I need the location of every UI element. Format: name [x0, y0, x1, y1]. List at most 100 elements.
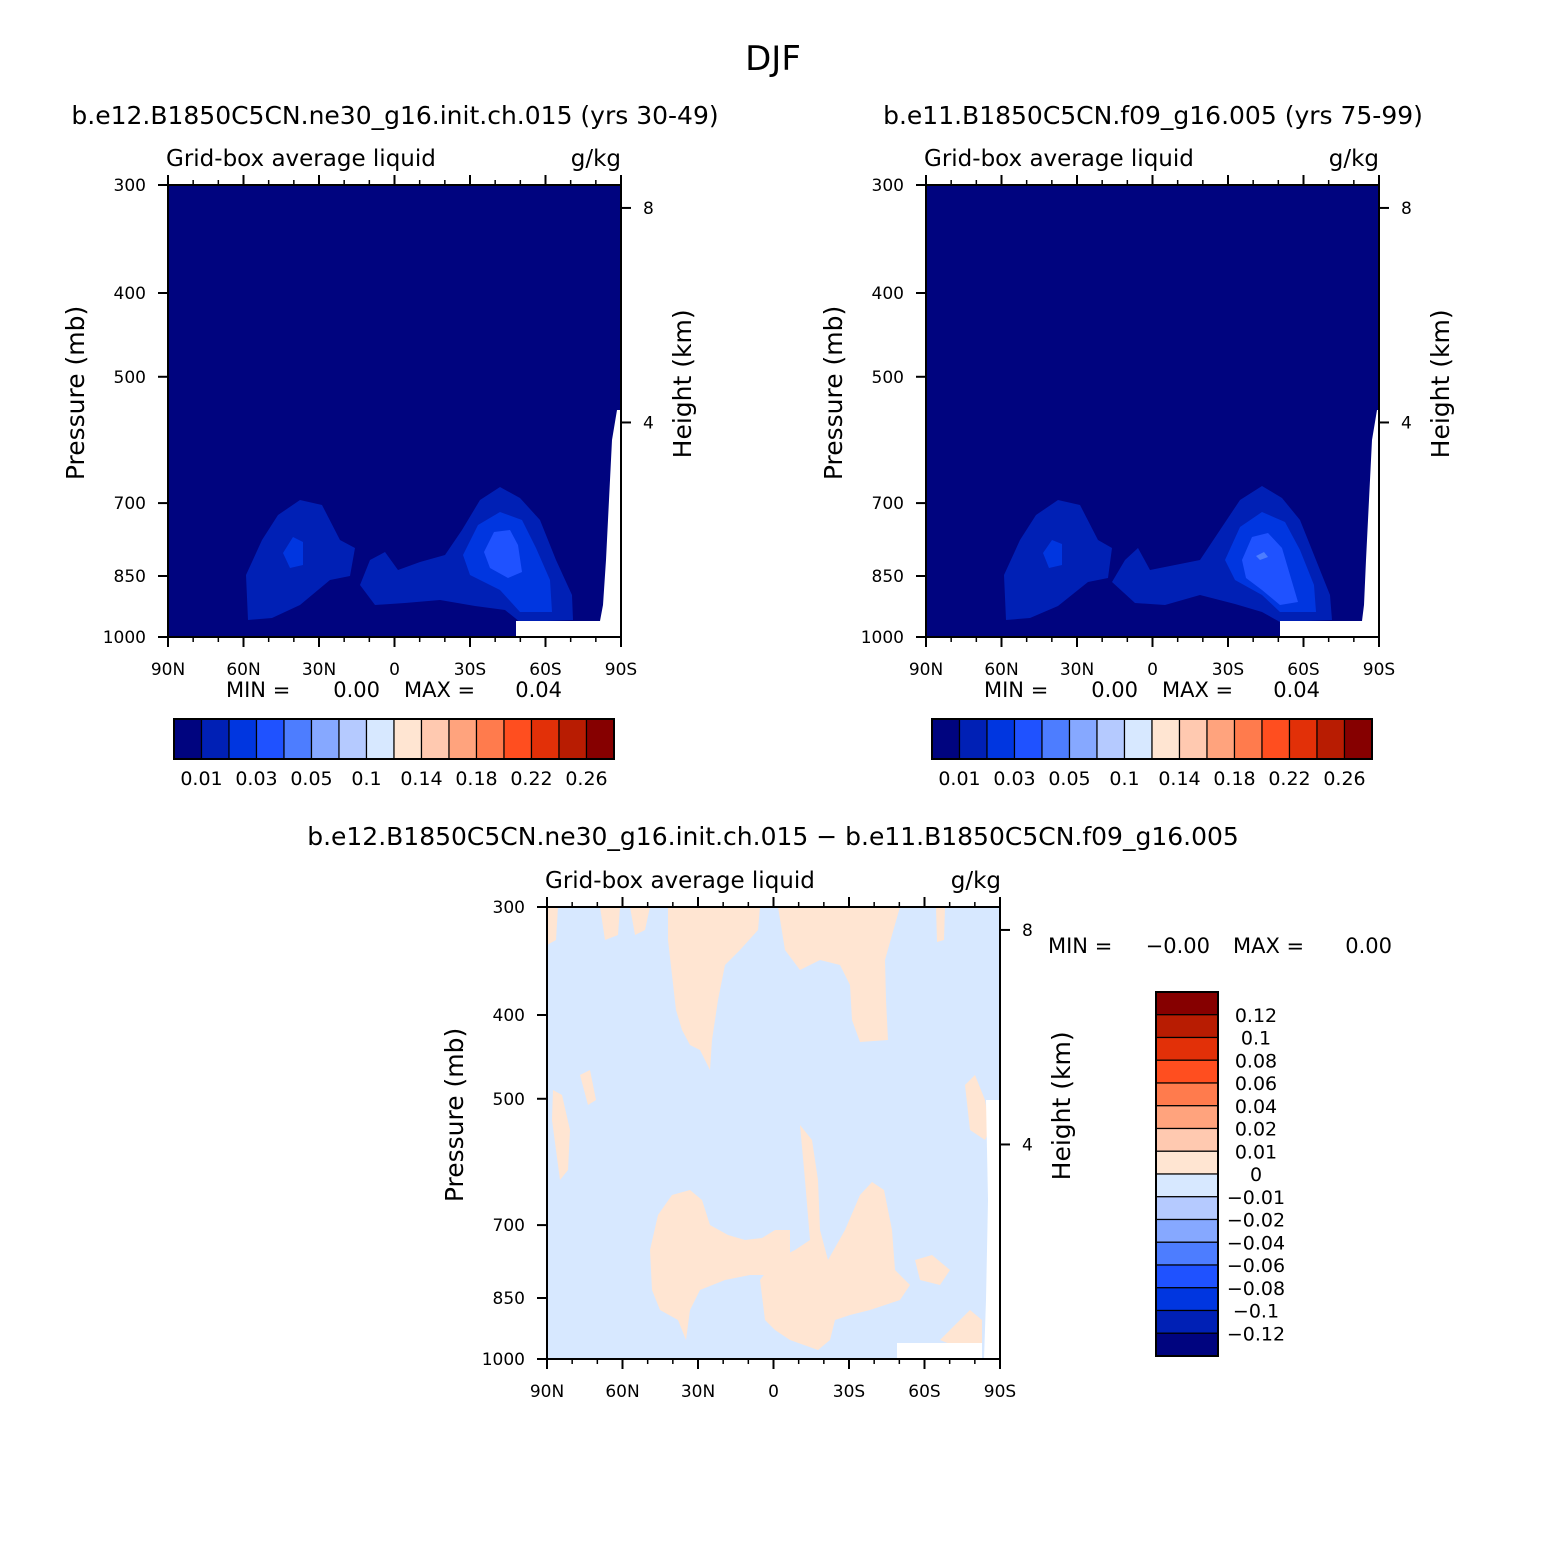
- colorbar-box: [1068, 718, 1098, 760]
- colorbar-box: [1178, 718, 1208, 760]
- colorbar-label: −0.04: [1227, 1232, 1285, 1254]
- colorbar-label: 0.1: [1109, 768, 1139, 790]
- x-tick-label: 60N: [605, 1382, 639, 1402]
- field-positive-lower-nh: [650, 1190, 790, 1340]
- colorbar-label: 0.01: [180, 768, 222, 790]
- colorbar-label: 0.03: [235, 768, 277, 790]
- colorbar-label: 0.03: [993, 768, 1035, 790]
- panel-left-max-label: MAX =: [404, 678, 475, 702]
- y-right-axis-title: Height (km): [1426, 309, 1455, 458]
- panel-right-max-label: MAX =: [1162, 678, 1233, 702]
- y-right-tick-label: 8: [1401, 199, 1412, 219]
- colorbar-label: −0.12: [1227, 1323, 1285, 1345]
- x-tick-label: 0: [389, 660, 400, 680]
- colorbar-box: [338, 718, 368, 760]
- colorbar-box: [1155, 1309, 1219, 1334]
- panel-right-units: g/kg: [1329, 146, 1379, 172]
- y-right-tick-label: 8: [1022, 921, 1033, 941]
- colorbar-box: [1155, 1082, 1219, 1107]
- colorbar-box: [1233, 718, 1263, 760]
- colorbar-label: 0.26: [1323, 768, 1365, 790]
- y-tick-label: 700: [114, 494, 146, 514]
- colorbar-label: −0.01: [1227, 1187, 1285, 1209]
- colorbar-box: [228, 718, 258, 760]
- panel-left-title: b.e12.B1850C5CN.ne30_g16.init.ch.015 (yr…: [71, 101, 718, 130]
- colorbar-box: [1123, 718, 1153, 760]
- colorbar-box: [1096, 718, 1126, 760]
- y-tick-label: 1000: [103, 628, 146, 648]
- panel-right-axes: 90N 60N 30N 0 30S 60S 90S 300 400 500 700 850 1000 8 4…: [819, 175, 1455, 680]
- colorbar-box: [1155, 1014, 1219, 1039]
- panel-right-title: b.e11.B1850C5CN.f09_g16.005 (yrs 75-99): [883, 101, 1423, 130]
- colorbar-box: [173, 718, 203, 760]
- field-positive-top-c: [936, 907, 945, 942]
- field-missing-edge: [984, 1100, 1000, 1359]
- colorbar-label: 0.01: [1235, 1141, 1277, 1163]
- colorbar-box: [448, 718, 478, 760]
- panel-diff-field: [547, 907, 1000, 1359]
- field-missing-surface: [516, 410, 621, 637]
- x-tick-label: 30N: [681, 1382, 715, 1402]
- colorbar-box: [1155, 1218, 1219, 1243]
- colorbar-box: [200, 718, 230, 760]
- y-tick-label: 300: [872, 176, 904, 196]
- colorbar-box: [931, 718, 961, 760]
- y-tick-label: 700: [493, 1216, 525, 1236]
- panel-right-min-label: MIN =: [984, 678, 1048, 702]
- y-tick-label: 850: [493, 1289, 525, 1309]
- field-positive-nh-column: [552, 1090, 570, 1180]
- field-positive-nh-blob: [580, 1070, 596, 1105]
- colorbar-box: [1155, 1036, 1219, 1061]
- panel-diff-max-label: MAX =: [1233, 934, 1304, 958]
- y-tick-label: 500: [114, 368, 146, 388]
- y-axis-title: Pressure (mb): [440, 1028, 469, 1202]
- y-tick-label: 300: [114, 176, 146, 196]
- colorbar-box: [558, 718, 588, 760]
- y-right-tick-label: 4: [1401, 413, 1412, 433]
- field-positive-sh-mid-east: [915, 1255, 950, 1285]
- colorbar-label: 0.14: [400, 768, 442, 790]
- panel-diff-min-label: MIN =: [1048, 934, 1112, 958]
- panel-left-min-value: 0.00: [333, 678, 380, 702]
- colorbar-label: −0.1: [1233, 1301, 1279, 1323]
- y-axis-title: Pressure (mb): [61, 306, 90, 480]
- colorbar-box: [1261, 718, 1291, 760]
- field-positive-upper-tropics: [668, 907, 760, 1070]
- panel-left: b.e12.B1850C5CN.ne30_g16.init.ch.015 (yr…: [61, 101, 719, 790]
- field-contour-high-sh: [484, 530, 522, 578]
- colorbar-box: [1155, 1196, 1219, 1221]
- colorbar-box: [1155, 1332, 1219, 1357]
- colorbar-box: [1041, 718, 1071, 760]
- colorbar-box: [1155, 1173, 1219, 1198]
- y-tick-label: 500: [872, 368, 904, 388]
- field-positive-sh-lower-east: [940, 1310, 982, 1348]
- colorbar-box: [1316, 718, 1346, 760]
- panel-left-axes: 90N 60N 30N 0 30S 60S 90S 300 400 500 700 850 1000 8 4…: [61, 175, 697, 680]
- x-tick-label: 90S: [1363, 660, 1395, 680]
- y-axis-title: Pressure (mb): [819, 306, 848, 480]
- x-tick-label: 90N: [530, 1382, 564, 1402]
- y-tick-label: 850: [114, 567, 146, 587]
- colorbar-box: [958, 718, 988, 760]
- panel-right-colorbar: 0.01 0.03 0.05 0.1 0.14 0.18 0.22 0.26: [931, 718, 1373, 790]
- colorbar-label: −0.02: [1227, 1210, 1285, 1232]
- panel-diff-units: g/kg: [951, 868, 1001, 894]
- field-missing-surface: [1280, 410, 1379, 637]
- colorbar-label: 0.06: [1235, 1073, 1277, 1095]
- colorbar-label: 0.05: [1048, 768, 1090, 790]
- x-tick-label: 60N: [984, 660, 1018, 680]
- colorbar-box: [1155, 1127, 1219, 1152]
- panel-right-field: [926, 185, 1379, 637]
- colorbar-box: [475, 718, 505, 760]
- panel-diff-colorbar: 0.120.10.080.060.040.020.010−0.01−0.02−0…: [1155, 991, 1285, 1357]
- colorbar-box: [1155, 1150, 1219, 1175]
- panel-right: b.e11.B1850C5CN.f09_g16.005 (yrs 75-99) …: [819, 101, 1455, 790]
- y-tick-label: 850: [872, 567, 904, 587]
- colorbar-label: 0.22: [510, 768, 552, 790]
- y-tick-label: 700: [872, 494, 904, 514]
- panel-diff-min-value: −0.00: [1146, 934, 1210, 958]
- colorbar-box: [1155, 1059, 1219, 1084]
- colorbar-box: [365, 718, 395, 760]
- colorbar-label: 0.26: [565, 768, 607, 790]
- y-tick-label: 400: [872, 284, 904, 304]
